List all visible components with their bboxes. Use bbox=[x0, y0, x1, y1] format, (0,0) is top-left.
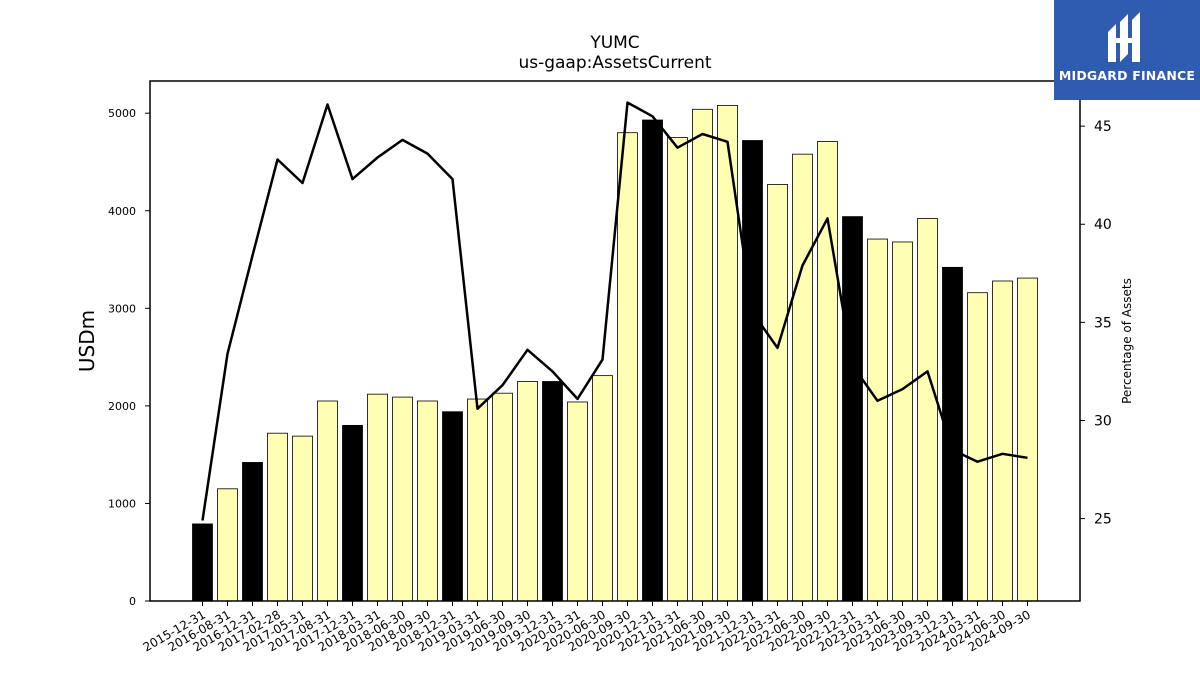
left-axis: 0 1000 2000 3000 4000 5000 bbox=[108, 107, 150, 608]
bar-2017-12-31 bbox=[342, 424, 363, 602]
y-axis-label: USDm bbox=[75, 310, 99, 372]
bar-2019-12-31 bbox=[542, 381, 563, 602]
bar-2024-06-30 bbox=[992, 280, 1013, 602]
percentage-line bbox=[201, 101, 1028, 521]
bar-2017-08-31 bbox=[317, 400, 338, 602]
y-tick-label: 1000 bbox=[108, 497, 136, 510]
bar-2021-06-30 bbox=[692, 108, 713, 602]
y2-tick-label: 40 bbox=[1094, 217, 1112, 233]
bar-2021-03-31 bbox=[667, 137, 688, 602]
bar-2017-05-31 bbox=[292, 435, 313, 602]
y2-tick-label: 25 bbox=[1094, 512, 1112, 528]
bar-2015-12-31 bbox=[192, 523, 213, 602]
bar-2020-09-30 bbox=[617, 132, 638, 602]
bar-2023-09-30 bbox=[917, 218, 938, 602]
bar-2022-06-30 bbox=[792, 153, 813, 602]
bar-2018-06-30 bbox=[392, 396, 413, 602]
x-axis: 2015-12-312016-08-312016-12-312017-02-28… bbox=[141, 601, 1033, 654]
midgard-finance-logo: MIDGARD FINANCE bbox=[1054, 0, 1200, 100]
bar-2021-12-31 bbox=[742, 140, 763, 602]
y-tick-label: 4000 bbox=[108, 205, 136, 218]
bar-2016-12-31 bbox=[242, 462, 263, 602]
bar-2018-12-31 bbox=[442, 411, 463, 602]
y2-tick-label: 45 bbox=[1094, 119, 1112, 135]
bar-2024-09-30 bbox=[1017, 277, 1038, 602]
bar-2020-12-31 bbox=[642, 119, 663, 602]
bar-2022-12-31 bbox=[842, 216, 863, 602]
bar-2022-03-31 bbox=[767, 184, 788, 602]
midgard-logo-icon bbox=[1108, 12, 1140, 62]
bar-2023-03-31 bbox=[867, 238, 888, 602]
bar-2022-09-30 bbox=[817, 141, 838, 602]
y2-tick-label: 35 bbox=[1094, 315, 1112, 331]
bar-2017-02-28 bbox=[267, 432, 288, 602]
bar-2020-06-30 bbox=[592, 375, 613, 602]
y-tick-label: 0 bbox=[129, 595, 136, 608]
bar-2023-06-30 bbox=[892, 241, 913, 602]
bar-2024-03-31 bbox=[967, 292, 988, 602]
right-axis: 25 30 35 40 45 bbox=[1080, 119, 1112, 528]
y2-axis-label: Percentage of Assets bbox=[1120, 278, 1134, 404]
bar-2019-03-31 bbox=[467, 398, 488, 602]
bar-2020-03-31 bbox=[567, 401, 588, 602]
bar-2016-08-31 bbox=[217, 488, 238, 602]
bar-2019-09-30 bbox=[517, 381, 538, 602]
y-tick-label: 5000 bbox=[108, 107, 136, 120]
y-tick-label: 2000 bbox=[108, 400, 136, 413]
chart-subtitle: us-gaap:AssetsCurrent bbox=[518, 53, 711, 73]
bar-2023-12-31 bbox=[942, 266, 963, 602]
chart-title: YUMC bbox=[589, 33, 639, 53]
bars-group bbox=[192, 104, 1038, 602]
logo-text: MIDGARD FINANCE bbox=[1058, 68, 1196, 83]
plot-frame bbox=[149, 80, 1081, 602]
bar-2021-09-30 bbox=[717, 104, 738, 602]
y2-tick-label: 30 bbox=[1094, 413, 1112, 429]
bar-2019-06-30 bbox=[492, 392, 513, 602]
bar-2018-03-31 bbox=[367, 393, 388, 602]
bar-2018-09-30 bbox=[417, 400, 438, 602]
y-tick-label: 3000 bbox=[108, 302, 136, 315]
